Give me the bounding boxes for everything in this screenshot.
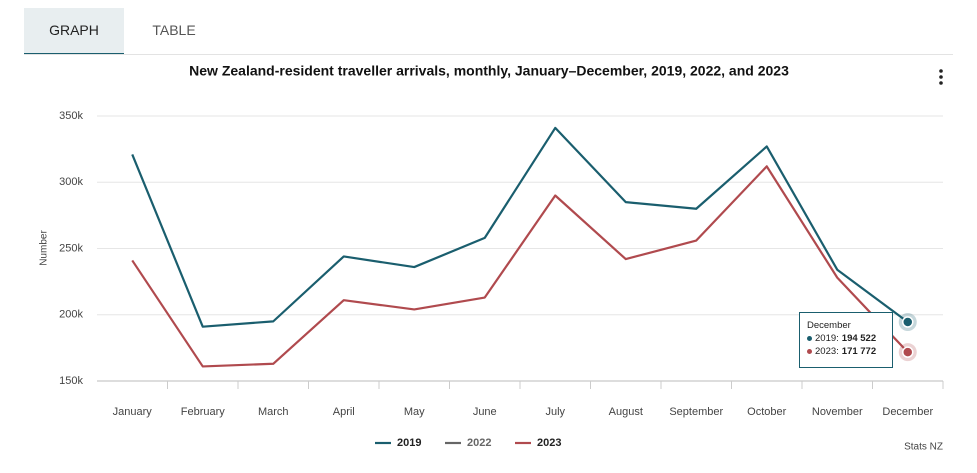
- x-tick-label: June: [473, 406, 497, 418]
- series-line: [131, 126, 909, 328]
- menu-button[interactable]: [939, 69, 943, 85]
- y-tick-label: 300k: [59, 176, 83, 188]
- x-tick-label: September: [669, 406, 723, 418]
- tooltip-series: 2019: [815, 333, 842, 344]
- tooltip-row: 2023171 772: [807, 345, 892, 358]
- series-line: [131, 165, 909, 368]
- y-tick-label: 150k: [59, 375, 83, 387]
- marker: [902, 316, 914, 328]
- y-axis-label: Number: [39, 230, 50, 266]
- legend-label[interactable]: 2023: [537, 437, 561, 449]
- divider: [24, 54, 953, 55]
- legend-label[interactable]: 2019: [397, 437, 421, 449]
- y-tick-label: 200k: [59, 309, 83, 321]
- x-tick-label: March: [258, 406, 289, 418]
- legend-label[interactable]: 2022: [467, 437, 491, 449]
- marker: [902, 346, 914, 358]
- tooltip: December 2019194 522 2023171 772: [799, 312, 893, 368]
- tab-bar: GRAPH TABLE: [24, 8, 224, 55]
- x-tick-label: October: [747, 406, 786, 418]
- source: Stats NZ: [904, 442, 943, 453]
- tooltip-row: 2019194 522: [807, 332, 892, 345]
- y-tick-label: 350k: [59, 110, 83, 122]
- y-tick-label: 250k: [59, 242, 83, 254]
- x-tick-label: July: [545, 406, 565, 418]
- tooltip-value: 194 522: [841, 333, 877, 344]
- tooltip-series: 2023: [815, 346, 842, 357]
- x-tick-label: April: [333, 406, 355, 418]
- tooltip-heading: December: [807, 320, 851, 331]
- x-tick-label: December: [882, 406, 933, 418]
- tab[interactable]: TABLE: [152, 22, 196, 38]
- x-tick-label: January: [113, 406, 153, 418]
- x-tick-label: November: [812, 406, 863, 418]
- x-tick-label: February: [181, 406, 226, 418]
- chart-title: New Zealand-resident traveller arrivals,…: [189, 63, 789, 79]
- x-tick-label: August: [609, 406, 643, 418]
- tooltip-value: 171 772: [841, 346, 877, 357]
- x-tick-label: May: [404, 406, 425, 418]
